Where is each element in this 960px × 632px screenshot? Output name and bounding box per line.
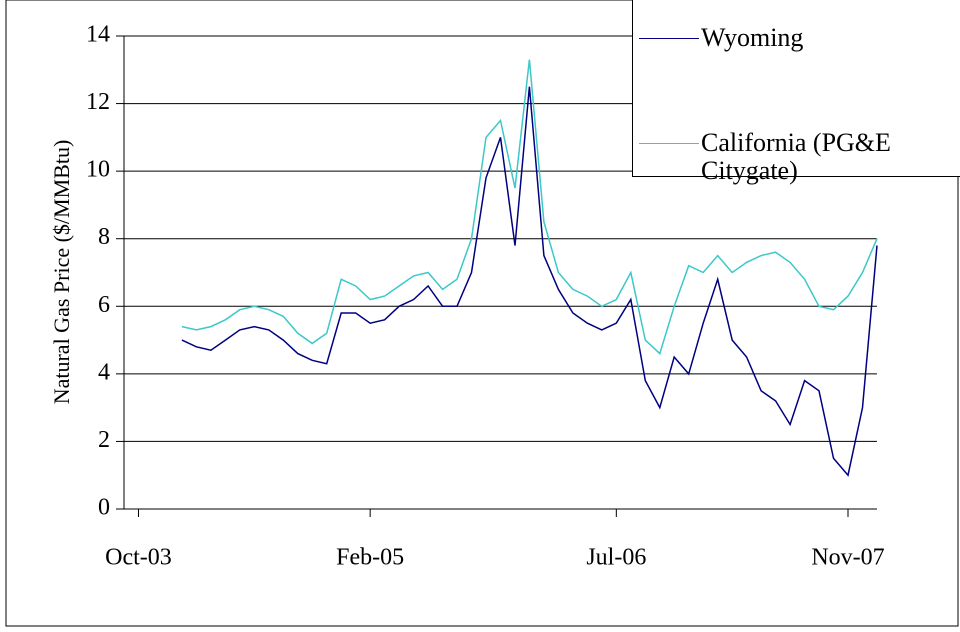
chart-frame bbox=[5, 0, 959, 627]
y-axis-label: Natural Gas Price ($/MMBtu) bbox=[49, 140, 74, 405]
legend-item: California (PG&E Citygate) bbox=[633, 129, 960, 203]
y-tick-label: 0 bbox=[98, 495, 110, 521]
y-tick-label: 14 bbox=[86, 22, 110, 48]
y-tick-label: 4 bbox=[98, 359, 110, 385]
series-line bbox=[181, 59, 878, 355]
x-tick-label: Jul-06 bbox=[586, 545, 646, 571]
y-tick-label: 12 bbox=[86, 89, 110, 115]
y-tick-label: 8 bbox=[98, 224, 110, 250]
series-line bbox=[181, 86, 878, 477]
legend-label: California (PG&E Citygate) bbox=[701, 128, 891, 185]
y-tick-label: 10 bbox=[86, 157, 110, 183]
legend-swatch bbox=[639, 38, 699, 39]
legend-label: Wyoming bbox=[701, 23, 804, 52]
x-tick-label: Feb-05 bbox=[336, 545, 404, 571]
legend-item: Wyoming bbox=[633, 24, 960, 98]
legend-swatch bbox=[639, 143, 699, 144]
legend: Wyoming California (PG&E Citygate) bbox=[632, 0, 960, 185]
y-tick-label: 2 bbox=[98, 427, 110, 453]
x-tick-label: Nov-07 bbox=[811, 545, 884, 571]
y-tick-label: 6 bbox=[98, 292, 110, 318]
x-tick-label: Oct-03 bbox=[105, 545, 172, 571]
